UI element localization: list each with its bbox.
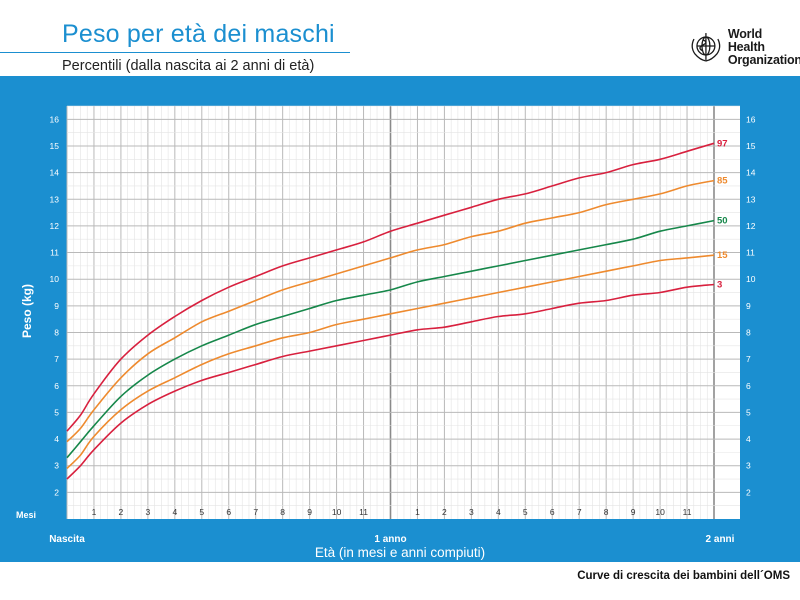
y-tick-label-left: 3 bbox=[54, 461, 59, 471]
series-line-p3 bbox=[66, 283, 715, 480]
plot-area bbox=[67, 106, 740, 519]
y-tick-label-right: 2 bbox=[746, 487, 751, 497]
y-tick-label-right: 6 bbox=[746, 381, 751, 391]
who-logo: World Health Organization bbox=[688, 26, 800, 67]
y-tick-label-right: 10 bbox=[746, 274, 756, 284]
title-divider bbox=[0, 52, 350, 53]
x-tick-label: 5 bbox=[523, 507, 528, 517]
series-label-p15: 15 bbox=[717, 250, 728, 261]
x-tick-label: 6 bbox=[550, 507, 555, 517]
x-tick-label: 11 bbox=[683, 507, 692, 517]
x-tick-label: 8 bbox=[280, 507, 285, 517]
x-tick-label: 7 bbox=[253, 507, 258, 517]
series-label-p97: 97 bbox=[717, 138, 728, 149]
x-tick-label: 4 bbox=[172, 507, 177, 517]
y-tick-label-right: 9 bbox=[746, 301, 751, 311]
who-logo-text: World Health Organization bbox=[727, 26, 800, 67]
x-tick-label: 5 bbox=[199, 507, 204, 517]
y-tick-label-left: 13 bbox=[50, 194, 60, 204]
x-tick-label-year: 1 anno bbox=[374, 534, 406, 545]
series-line-p97 bbox=[66, 142, 715, 432]
y-tick-label-right: 16 bbox=[746, 114, 756, 124]
y-tick-label-left: 10 bbox=[50, 274, 60, 284]
x-tick-label: 1 bbox=[92, 507, 97, 517]
y-tick-label-right: 3 bbox=[746, 461, 751, 471]
x-tick-label: 11 bbox=[359, 507, 368, 517]
y-tick-label-left: 9 bbox=[54, 301, 59, 311]
x-tick-label: 8 bbox=[604, 507, 609, 517]
y-tick-label-right: 7 bbox=[746, 354, 751, 364]
x-tick-label: 7 bbox=[577, 507, 582, 517]
y-axis-title: Peso (kg) bbox=[20, 284, 34, 338]
y-tick-label-right: 11 bbox=[746, 248, 755, 258]
who-logo-line1: World Health bbox=[727, 26, 765, 54]
y-tick-label-left: 8 bbox=[54, 327, 59, 337]
x-tick-label-birth: Nascita bbox=[49, 534, 85, 545]
series-label-p85: 85 bbox=[717, 176, 728, 187]
y-tick-label-right: 4 bbox=[746, 434, 751, 444]
y-tick-label-right: 8 bbox=[746, 327, 751, 337]
page-title: Peso per età dei maschi bbox=[62, 20, 335, 48]
y-tick-label-right: 15 bbox=[746, 141, 756, 151]
x-tick-label: 1 bbox=[415, 507, 420, 517]
y-tick-label-right: 5 bbox=[746, 407, 751, 417]
y-tick-label-left: 16 bbox=[50, 114, 60, 124]
y-tick-label-left: 11 bbox=[50, 248, 59, 258]
series-line-p85 bbox=[66, 179, 715, 443]
footer-note: Curve di crescita dei bambini dell´OMS bbox=[577, 570, 790, 582]
x-tick-label: 6 bbox=[226, 507, 231, 517]
x-tick-label: 10 bbox=[332, 507, 342, 517]
y-tick-label-left: 14 bbox=[50, 168, 60, 178]
x-months-label: Mesi bbox=[16, 510, 36, 520]
y-tick-label-right: 14 bbox=[746, 168, 756, 178]
x-tick-label: 3 bbox=[146, 507, 151, 517]
series-label-p50: 50 bbox=[717, 216, 728, 227]
y-tick-label-left: 4 bbox=[54, 434, 59, 444]
series-label-p3: 3 bbox=[717, 280, 722, 291]
x-tick-label: 10 bbox=[655, 507, 665, 517]
x-tick-label: 2 bbox=[119, 507, 124, 517]
x-tick-label: 3 bbox=[469, 507, 474, 517]
x-tick-label: 9 bbox=[307, 507, 312, 517]
x-axis-title: Età (in mesi e anni compiuti) bbox=[315, 545, 485, 560]
x-tick-label: 9 bbox=[631, 507, 636, 517]
y-tick-label-left: 2 bbox=[54, 487, 59, 497]
who-emblem-icon bbox=[691, 33, 721, 62]
who-logo-line2: Organization bbox=[727, 52, 800, 67]
y-tick-label-right: 13 bbox=[746, 194, 756, 204]
x-tick-label: 4 bbox=[496, 507, 501, 517]
y-tick-label-left: 7 bbox=[54, 354, 59, 364]
y-tick-label-left: 6 bbox=[54, 381, 59, 391]
series-line-p15 bbox=[66, 254, 715, 469]
y-tick-label-left: 5 bbox=[54, 407, 59, 417]
series-line-p50 bbox=[66, 219, 715, 459]
x-tick-label-year: 2 anni bbox=[706, 534, 735, 545]
y-tick-label-right: 12 bbox=[746, 221, 756, 231]
page-subtitle: Percentili (dalla nascita ai 2 anni di e… bbox=[62, 58, 315, 74]
x-tick-label: 2 bbox=[442, 507, 447, 517]
y-tick-label-left: 12 bbox=[50, 221, 60, 231]
y-tick-label-left: 15 bbox=[50, 141, 60, 151]
